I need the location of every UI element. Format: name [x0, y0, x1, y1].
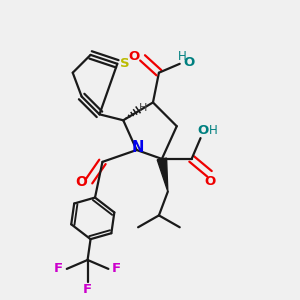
Text: H: H	[178, 50, 187, 63]
Text: O: O	[198, 124, 209, 137]
Text: F: F	[54, 262, 63, 275]
Text: F: F	[83, 283, 92, 296]
Text: H: H	[139, 103, 147, 113]
Text: O: O	[183, 56, 194, 69]
Text: H: H	[208, 124, 217, 137]
Text: F: F	[112, 262, 121, 275]
Polygon shape	[157, 158, 168, 192]
Text: N: N	[132, 140, 144, 155]
Text: S: S	[120, 57, 130, 70]
Text: O: O	[205, 175, 216, 188]
Text: O: O	[76, 175, 88, 189]
Text: O: O	[129, 50, 140, 63]
